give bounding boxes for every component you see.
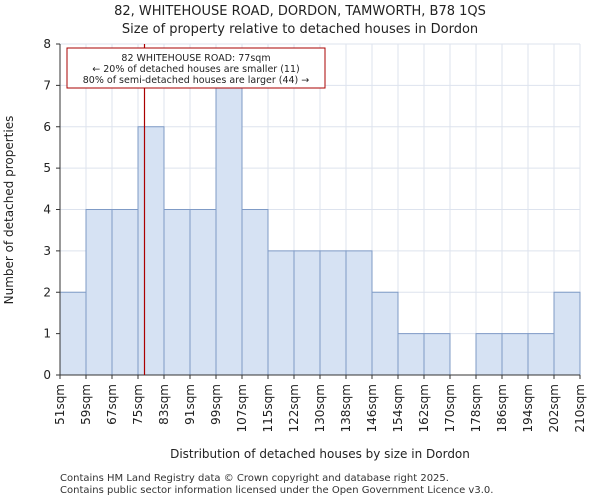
y-tick-label: 7 bbox=[43, 78, 51, 92]
annotation-line: 82 WHITEHOUSE ROAD: 77sqm bbox=[121, 53, 270, 64]
bar bbox=[293, 250, 321, 376]
annotation-line: ← 20% of detached houses are smaller (11… bbox=[92, 64, 299, 75]
footer-line-1: Contains HM Land Registry data © Crown c… bbox=[60, 473, 449, 484]
x-tick-label: 75sqm bbox=[131, 384, 145, 425]
x-tick-label: 130sqm bbox=[313, 384, 327, 432]
x-tick-label: 186sqm bbox=[495, 384, 509, 432]
x-tick-label: 67sqm bbox=[105, 384, 119, 425]
bar bbox=[137, 126, 165, 376]
x-tick-label: 91sqm bbox=[183, 384, 197, 425]
y-tick-label: 5 bbox=[43, 161, 51, 175]
bar bbox=[85, 209, 113, 376]
bar bbox=[423, 333, 451, 376]
bar bbox=[371, 291, 399, 376]
bar bbox=[189, 209, 217, 376]
x-tick-label: 51sqm bbox=[53, 384, 67, 425]
x-tick-label: 115sqm bbox=[261, 384, 275, 432]
bar bbox=[397, 333, 425, 376]
annotation-line: 80% of semi-detached houses are larger (… bbox=[83, 75, 310, 86]
x-tick-label: 162sqm bbox=[417, 384, 431, 432]
bar bbox=[553, 291, 581, 376]
bar bbox=[345, 250, 373, 376]
x-tick-label: 202sqm bbox=[547, 384, 561, 432]
bars bbox=[59, 84, 581, 376]
x-tick-label: 194sqm bbox=[521, 384, 535, 432]
bar bbox=[501, 333, 529, 376]
x-tick-label: 107sqm bbox=[235, 384, 249, 432]
x-tick-label: 146sqm bbox=[365, 384, 379, 432]
x-tick-label: 99sqm bbox=[209, 384, 223, 425]
footer-line-2: Contains public sector information licen… bbox=[60, 485, 494, 496]
x-tick-label: 138sqm bbox=[339, 384, 353, 432]
bar bbox=[319, 250, 347, 376]
y-tick-label: 3 bbox=[43, 244, 51, 258]
x-axis-label: Distribution of detached houses by size … bbox=[170, 447, 470, 461]
x-tick-label: 59sqm bbox=[79, 384, 93, 425]
bar bbox=[241, 209, 269, 376]
chart-subtitle: Size of property relative to detached ho… bbox=[121, 22, 479, 37]
x-tick-label: 210sqm bbox=[573, 384, 587, 432]
bar bbox=[475, 333, 503, 376]
y-tick-label: 8 bbox=[43, 37, 51, 51]
bar bbox=[267, 250, 295, 376]
chart-title: 82, WHITEHOUSE ROAD, DORDON, TAMWORTH, B… bbox=[114, 4, 486, 19]
bar bbox=[163, 209, 191, 376]
annotation: 82 WHITEHOUSE ROAD: 77sqm← 20% of detach… bbox=[66, 47, 326, 89]
x-tick-label: 122sqm bbox=[287, 384, 301, 432]
y-tick-label: 4 bbox=[43, 203, 51, 217]
y-tick-label: 0 bbox=[43, 368, 51, 382]
axes: 0 1 2 3 4 5 6 7 8 51sqm 59sqm 67sqm 75sqm 83sqm 91sqm 9… bbox=[43, 37, 587, 432]
bar bbox=[215, 84, 243, 376]
y-tick-label: 2 bbox=[43, 285, 51, 299]
y-tick-label: 1 bbox=[43, 327, 51, 341]
annotation-box bbox=[66, 47, 326, 89]
y-axis-label: Number of detached properties bbox=[2, 116, 16, 305]
x-tick-label: 178sqm bbox=[469, 384, 483, 432]
bar bbox=[59, 291, 87, 376]
x-tick-label: 154sqm bbox=[391, 384, 405, 432]
x-tick-label: 83sqm bbox=[157, 384, 171, 425]
bar bbox=[111, 209, 139, 376]
bar bbox=[527, 333, 555, 376]
x-tick-label: 170sqm bbox=[443, 384, 457, 432]
y-tick-label: 6 bbox=[43, 120, 51, 134]
